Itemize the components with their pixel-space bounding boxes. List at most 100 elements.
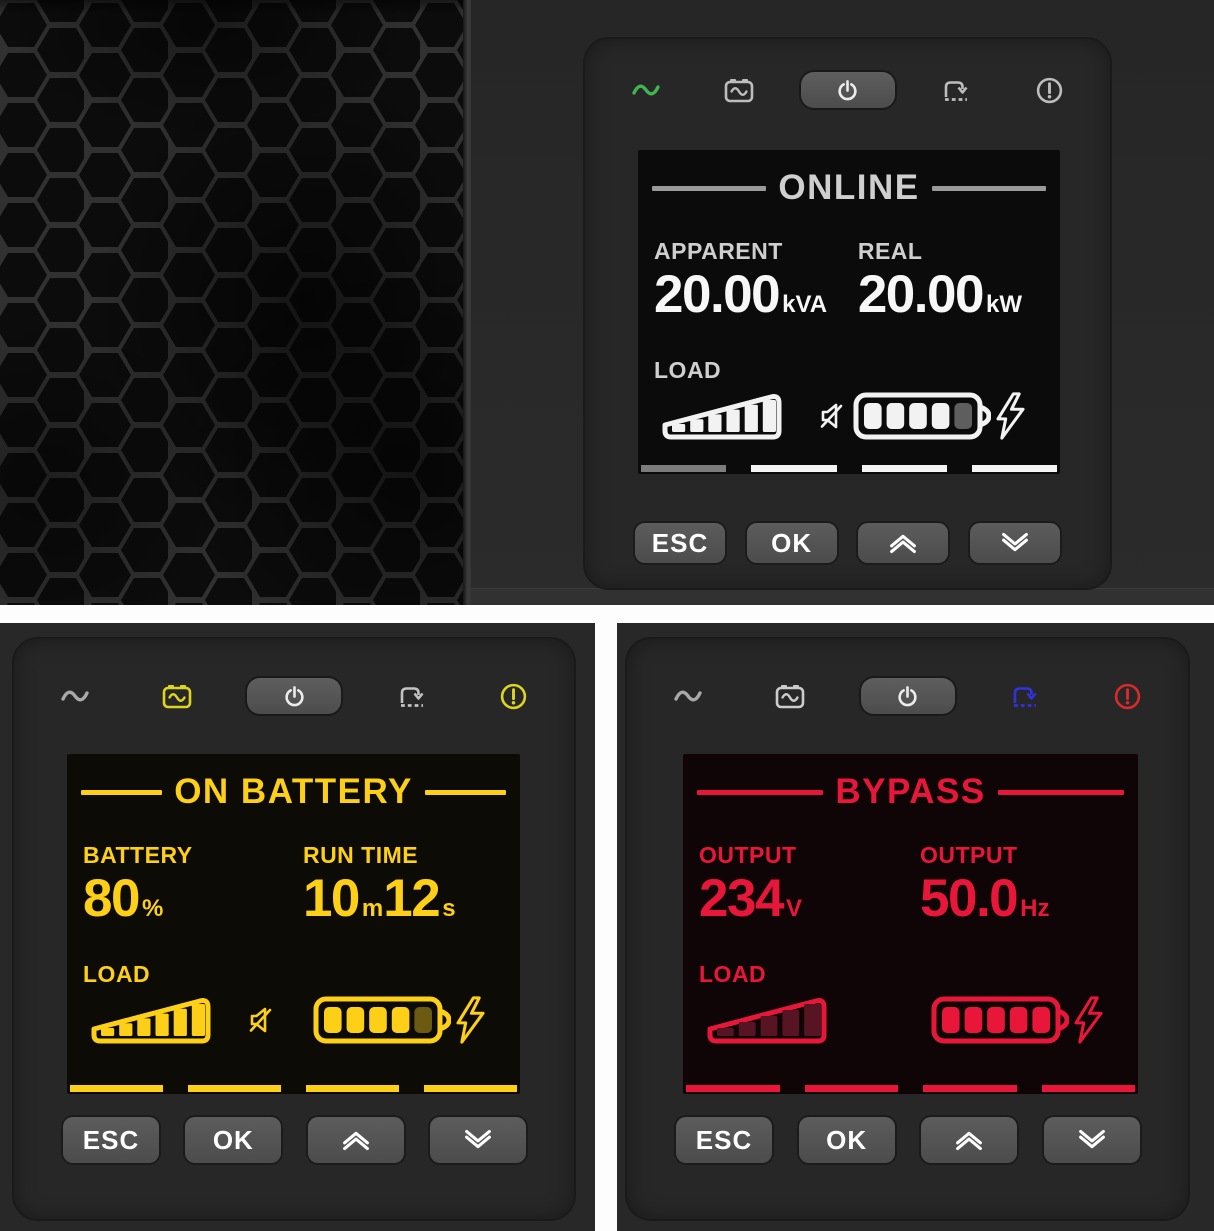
down-button[interactable] xyxy=(1043,1117,1140,1163)
metric-label: APPARENT xyxy=(654,238,783,264)
alert-icon xyxy=(499,682,528,711)
metric-output-voltage: OUTPUT 234 V xyxy=(699,842,920,925)
lightning-bolt-icon xyxy=(1071,995,1106,1045)
battery-gauge-icon xyxy=(851,388,991,444)
battery-gauge-group xyxy=(929,992,1106,1048)
metrics-row: OUTPUT 234 V OUTPUT 50.0 Hz xyxy=(697,842,1124,925)
screen-title-row: ONLINE xyxy=(652,168,1047,208)
load-icon-row xyxy=(699,992,1124,1048)
load-label: LOAD xyxy=(83,961,151,987)
title-rule-right xyxy=(931,185,1047,191)
battery-wave-icon xyxy=(161,683,193,710)
power-button[interactable] xyxy=(860,678,955,714)
panel-bypass: BYPASS OUTPUT 234 V OUTPUT 50.0 Hz LOAD xyxy=(617,623,1214,1231)
battery-wave-icon xyxy=(723,77,755,104)
lcd-screen: ON BATTERY BATTERY 80% RUN TIME 10 m12 s L… xyxy=(67,754,520,1094)
chevron-down-icon xyxy=(459,1128,497,1152)
sine-wave-icon xyxy=(631,80,661,100)
sine-wave-icon xyxy=(673,686,703,706)
metric-real-power: REAL 20.00 kW xyxy=(858,238,1046,321)
metric-value: 234 V xyxy=(699,869,802,928)
bypass-icon xyxy=(396,682,428,710)
tab-indicator-line xyxy=(923,1085,1017,1092)
alert-icon xyxy=(1113,682,1142,711)
key-row: ESC OK xyxy=(676,1117,1140,1163)
tab-indicator-line xyxy=(751,465,837,472)
up-button[interactable] xyxy=(307,1117,404,1163)
tab-indicator-line xyxy=(641,465,727,472)
title-rule-right xyxy=(424,789,507,795)
ok-button[interactable]: OK xyxy=(185,1117,282,1163)
battery-gauge-icon xyxy=(929,992,1069,1048)
lcd-screen: ONLINE APPARENT 20.00 kVA REAL 20.00 kW LO… xyxy=(638,150,1060,474)
up-button[interactable] xyxy=(921,1117,1018,1163)
ok-button[interactable]: OK xyxy=(798,1117,895,1163)
mute-speaker-icon xyxy=(814,399,850,433)
up-button[interactable] xyxy=(858,523,949,563)
load-ramp-icon xyxy=(699,992,837,1048)
page-indicator-tabs xyxy=(641,465,1057,472)
battery-wave-icon xyxy=(774,683,806,710)
screen-title-row: BYPASS xyxy=(697,772,1124,812)
control-bezel: BYPASS OUTPUT 234 V OUTPUT 50.0 Hz LOAD xyxy=(625,637,1190,1221)
power-button[interactable] xyxy=(800,72,895,108)
load-section: LOAD xyxy=(652,357,1046,444)
title-rule-right xyxy=(997,789,1124,795)
tab-indicator-line xyxy=(971,465,1057,472)
load-label: LOAD xyxy=(699,961,767,987)
tab-indicator-line xyxy=(70,1085,163,1092)
control-bezel: ONLINE APPARENT 20.00 kVA REAL 20.00 kW LO… xyxy=(583,37,1112,590)
key-row: ESC OK xyxy=(63,1117,526,1163)
metric-label: REAL xyxy=(857,238,923,264)
tab-indicator-line xyxy=(686,1085,780,1092)
status-title: BYPASS xyxy=(835,772,986,811)
esc-button[interactable]: ESC xyxy=(635,523,725,563)
metric-label: OUTPUT xyxy=(920,842,1018,868)
status-title: ONLINE xyxy=(778,168,920,207)
metrics-row: BATTERY 80% RUN TIME 10 m12 s xyxy=(81,842,506,925)
load-section: LOAD xyxy=(697,961,1124,1048)
mute-speaker-icon xyxy=(243,1003,279,1037)
chevron-down-icon xyxy=(996,531,1034,555)
load-section: LOAD xyxy=(81,961,506,1048)
power-icon xyxy=(896,685,919,708)
metric-apparent-power: APPARENT 20.00 kVA xyxy=(654,238,858,321)
battery-gauge-icon xyxy=(311,992,451,1048)
load-label: LOAD xyxy=(654,357,722,383)
ok-button[interactable]: OK xyxy=(746,523,837,563)
page-indicator-tabs xyxy=(70,1085,517,1092)
metric-label: RUN TIME xyxy=(302,842,419,868)
power-button[interactable] xyxy=(247,678,341,714)
metric-output-frequency: OUTPUT 50.0 Hz xyxy=(920,842,1124,925)
panel-online: ONLINE APPARENT 20.00 kVA REAL 20.00 kW LO… xyxy=(471,0,1214,605)
esc-button[interactable]: ESC xyxy=(63,1117,159,1163)
status-led-row xyxy=(657,677,1158,715)
lightning-bolt-icon xyxy=(453,995,488,1045)
screen-title-row: ON BATTERY xyxy=(81,772,507,812)
down-button[interactable] xyxy=(969,523,1060,563)
tab-indicator-line xyxy=(188,1085,281,1092)
esc-button[interactable]: ESC xyxy=(676,1117,772,1163)
page-indicator-tabs xyxy=(686,1085,1135,1092)
status-led-row xyxy=(44,677,544,715)
title-rule-left xyxy=(81,789,163,795)
hex-grille-pattern xyxy=(0,0,463,605)
metrics-row: APPARENT 20.00 kVA REAL 20.00 kW xyxy=(652,238,1046,321)
power-icon xyxy=(836,79,859,102)
status-led-row xyxy=(615,71,1080,109)
chevron-up-icon xyxy=(337,1128,375,1152)
battery-gauge-group xyxy=(311,992,488,1048)
metric-value: 20.00 kW xyxy=(857,265,1022,324)
metric-label: BATTERY xyxy=(83,842,193,868)
down-button[interactable] xyxy=(429,1117,526,1163)
panel-on-battery: ON BATTERY BATTERY 80% RUN TIME 10 m12 s L… xyxy=(0,623,595,1231)
sine-wave-icon xyxy=(60,686,90,706)
chassis-edge xyxy=(463,0,471,605)
metric-value: 20.00 kVA xyxy=(654,265,828,324)
metric-value: 10 m12 s xyxy=(302,869,456,928)
chevron-down-icon xyxy=(1073,1128,1111,1152)
bypass-icon xyxy=(1009,682,1041,710)
key-row: ESC OK xyxy=(635,523,1060,563)
metric-run-time: RUN TIME 10 m12 s xyxy=(303,842,506,925)
tab-indicator-line xyxy=(861,465,947,472)
